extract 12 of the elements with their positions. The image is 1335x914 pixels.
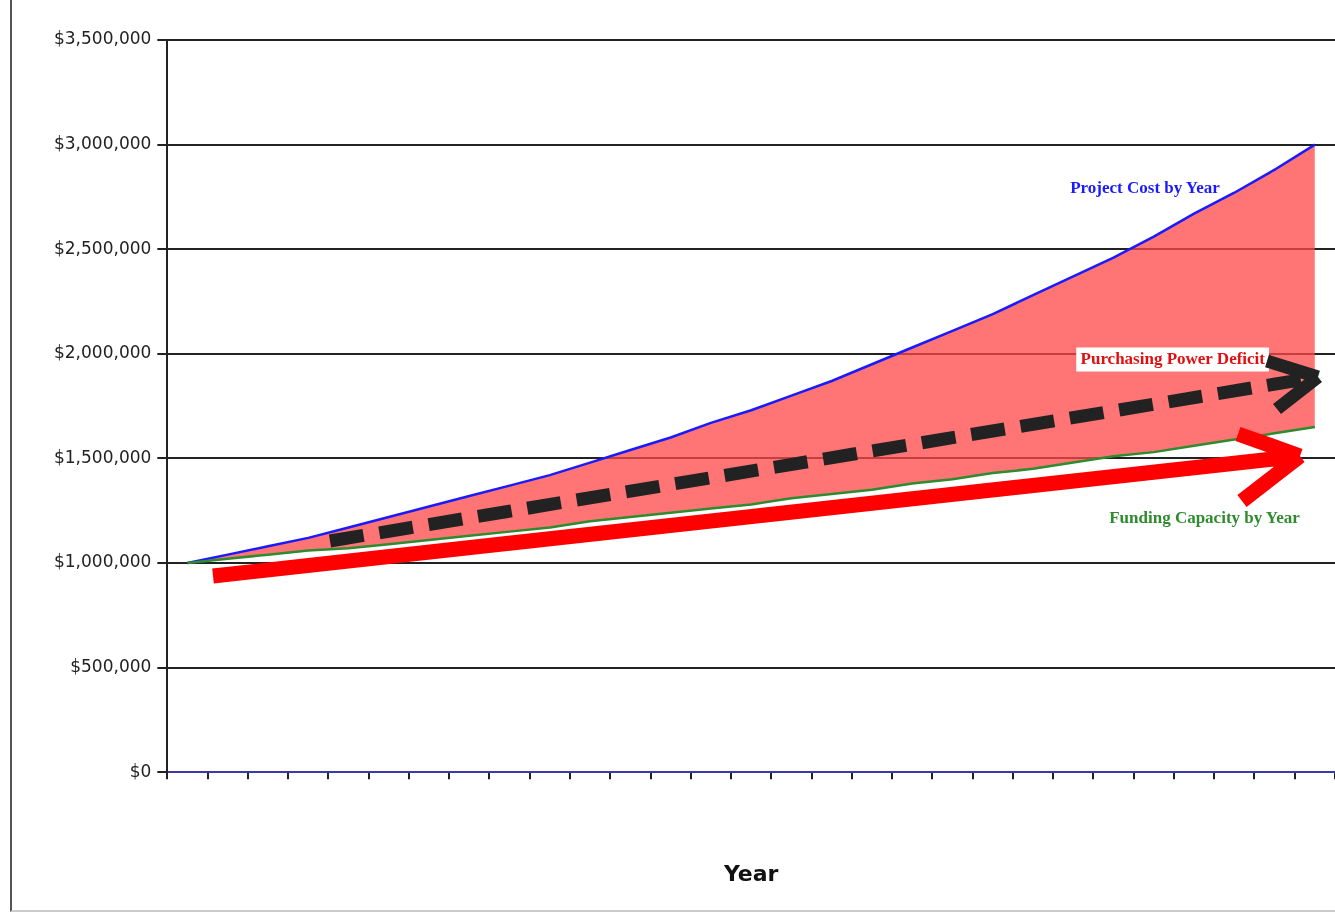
y-tick-label: $2,500,000 <box>53 237 152 258</box>
y-tick-label: $1,000,000 <box>53 551 152 572</box>
annotation: Purchasing Power Deficit <box>1080 348 1266 368</box>
y-tick-label: $3,000,000 <box>53 133 152 154</box>
y-tick-label: $1,500,000 <box>53 446 152 467</box>
y-tick-label: $500,000 <box>70 656 152 677</box>
y-tick-label: $3,500,000 <box>53 28 152 49</box>
text: Funding Capacity by Year <box>1109 508 1301 528</box>
y-tick-label: $2,000,000 <box>53 342 152 363</box>
series-label: Project Cost by Year <box>1070 177 1221 197</box>
y-tick-label: $0 <box>129 760 152 781</box>
x-axis-title: Year <box>722 860 779 886</box>
